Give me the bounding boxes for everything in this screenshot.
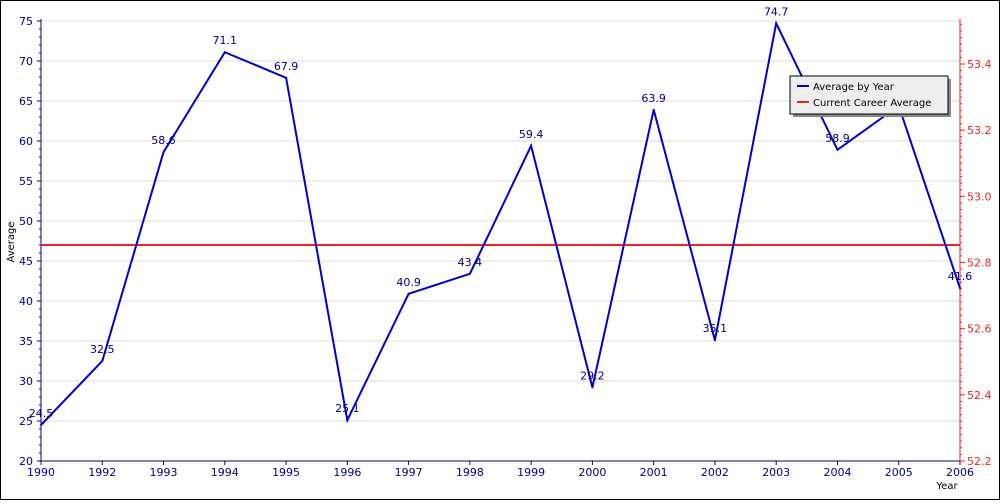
x-tick-label: 2005 [885, 466, 913, 479]
y-tick-label: 40 [19, 295, 33, 308]
data-point [407, 292, 410, 295]
x-tick-label: 1998 [456, 466, 484, 479]
x-tick-label: 2000 [578, 466, 606, 479]
x-tick-label: 2002 [701, 466, 729, 479]
y2-tick-label: 52.4 [967, 389, 992, 402]
legend-label-career-average: Current Career Average [813, 98, 931, 109]
y2-tick-label: 52.2 [967, 455, 992, 468]
grid-layer [41, 20, 960, 422]
y-tick-label: 60 [19, 135, 33, 148]
data-label: 41.6 [948, 270, 973, 283]
x-tick-label: 1993 [150, 466, 178, 479]
x-tick-label: 2003 [762, 466, 790, 479]
x-tick-label: 2006 [946, 466, 974, 479]
data-point [40, 424, 42, 426]
y-axis-title: Average [6, 221, 17, 262]
legend: Average by Year Current Career Average [789, 75, 951, 117]
y-tick-label: 55 [19, 175, 33, 188]
data-label: 24.5 [29, 407, 54, 420]
y2-tick-label: 53.4 [967, 58, 992, 71]
x-tick-label: 1999 [517, 466, 545, 479]
data-point [591, 386, 594, 389]
data-point [101, 360, 104, 362]
y2-tick-label: 52.6 [967, 323, 992, 336]
y-tick-label: 20 [19, 455, 33, 468]
data-point [713, 339, 716, 342]
x-tick-label: 1994 [211, 466, 239, 479]
y-tick-label: 25 [19, 415, 33, 428]
y2-tick-label: 53.2 [967, 124, 992, 137]
data-point [959, 287, 961, 290]
data-label: 40.9 [396, 276, 421, 289]
y2-tick-label: 53.0 [967, 190, 992, 203]
data-point [223, 51, 226, 54]
data-label: 58.6 [151, 134, 176, 147]
data-point [836, 148, 839, 151]
x-tick-label: 1992 [88, 466, 116, 479]
data-label: 35.1 [703, 322, 728, 335]
data-label: 29.2 [580, 369, 605, 382]
data-point [346, 419, 349, 422]
x-tick-label: 1995 [272, 466, 300, 479]
data-point [652, 108, 655, 111]
legend-label-average-by-year: Average by Year [813, 82, 895, 93]
data-label: 25.1 [335, 402, 360, 415]
x-tick-label: 1997 [395, 466, 423, 479]
data-label: 71.1 [213, 34, 238, 47]
y-tick-label: 50 [19, 215, 33, 228]
x-axis-title: Year [935, 481, 958, 492]
data-label: 63.9 [641, 92, 666, 105]
axes-layer: 20 25 30 35 40 45 50 55 60 65 70 75 1990 1992 1993 1994… [19, 15, 992, 479]
data-point [775, 22, 778, 25]
data-point [285, 76, 288, 79]
x-tick-label: 2001 [640, 466, 668, 479]
y-tick-label: 70 [19, 55, 33, 68]
data-label: 74.7 [764, 5, 789, 18]
data-point [468, 272, 471, 275]
y-tick-label: 75 [19, 15, 33, 28]
data-label: 67.9 [274, 60, 299, 73]
data-labels-layer: 24.5 32.5 58.6 71.1 67.9 25.1 40.9 43.4 59.4 29.2… [29, 5, 973, 420]
data-label: 43.4 [458, 256, 483, 269]
x-tick-label: 2004 [823, 466, 851, 479]
data-point [162, 151, 165, 154]
y-tick-label: 45 [19, 255, 33, 268]
y-tick-label: 30 [19, 375, 33, 388]
data-label: 59.4 [519, 128, 544, 141]
data-label: 32.5 [90, 343, 115, 356]
y-tick-label: 35 [19, 335, 33, 348]
legend-box [789, 75, 949, 115]
y-tick-label: 65 [19, 95, 33, 108]
data-label: 58.9 [825, 132, 850, 145]
y2-tick-label: 52.8 [967, 257, 992, 270]
x-tick-label: 1996 [333, 466, 361, 479]
data-point [530, 144, 533, 147]
x-tick-label: 1990 [27, 466, 55, 479]
